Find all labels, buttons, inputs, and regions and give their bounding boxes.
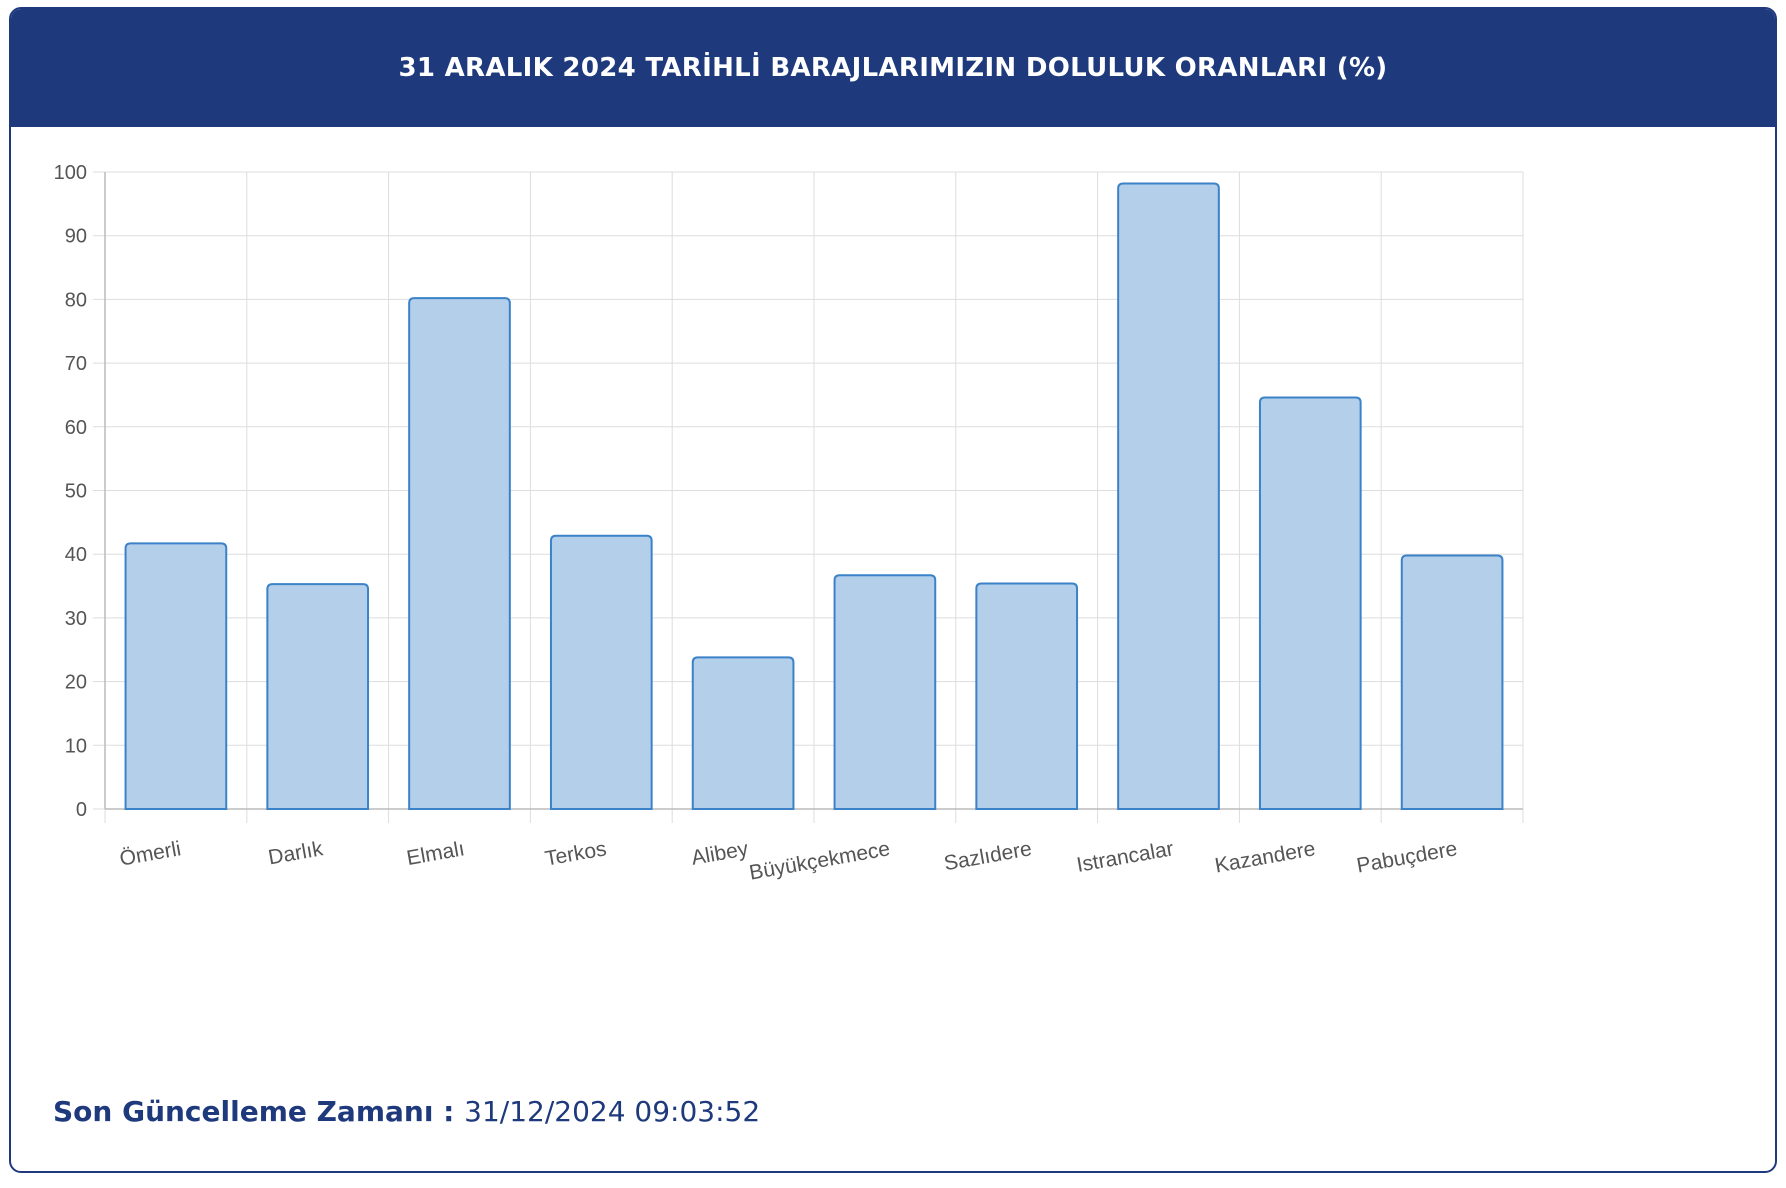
y-tick-label: 10	[65, 735, 87, 757]
chart-area: 0 10 20 30 40 50 60 70 80 90 100 Ömerli Darlık Elmalı…	[11, 127, 1775, 1057]
bar	[266, 583, 370, 810]
bar	[549, 534, 653, 810]
chart-title: 31 ARALIK 2024 TARİHLİ BARAJLARIMIZIN DO…	[398, 53, 1388, 83]
x-tick-label: Pabuçdere	[1355, 837, 1459, 877]
last-update-separator: :	[433, 1095, 465, 1128]
x-tick-label: Ömerli	[118, 837, 183, 870]
bar	[975, 582, 1079, 810]
y-tick-label: 50	[65, 481, 87, 503]
last-update: Son Güncelleme Zamanı : 31/12/2024 09:03…	[53, 1095, 760, 1128]
x-tick-label: Büyükçekmece	[748, 837, 892, 884]
y-tick-label: 90	[65, 226, 87, 248]
x-tick-label: Kazandere	[1213, 837, 1317, 877]
bar-chart: 0 10 20 30 40 50 60 70 80 90 100 Ömerli Darlık Elmalı…	[54, 162, 1524, 885]
y-tick-label: 70	[65, 353, 87, 375]
x-tick-label: Darlık	[267, 837, 325, 869]
last-update-label: Son Güncelleme Zamanı	[53, 1095, 434, 1128]
x-tick-label: Istrancalar	[1075, 837, 1176, 877]
y-tick-label: 0	[76, 799, 87, 821]
card-header: 31 ARALIK 2024 TARİHLİ BARAJLARIMIZIN DO…	[11, 9, 1775, 127]
y-tick-label: 30	[65, 608, 87, 630]
y-tick-label: 80	[65, 289, 87, 311]
bar	[408, 297, 511, 810]
chart-card: 31 ARALIK 2024 TARİHLİ BARAJLARIMIZIN DO…	[9, 7, 1777, 1173]
bar	[1117, 182, 1220, 810]
bar	[1400, 554, 1504, 810]
bar	[1258, 396, 1362, 810]
x-tick-label: Terkos	[543, 837, 608, 870]
bar	[833, 574, 937, 810]
last-update-value: 31/12/2024 09:03:52	[464, 1095, 761, 1128]
y-tick-label: 20	[65, 672, 87, 694]
x-tick-label: Sazlıdere	[942, 837, 1033, 875]
y-tick-label: 100	[54, 162, 87, 184]
y-tick-label: 40	[65, 544, 87, 566]
bar	[691, 656, 795, 810]
y-tick-label: 60	[65, 417, 87, 439]
x-tick-label: Elmalı	[405, 837, 466, 870]
bar	[124, 542, 228, 810]
x-tick-label: Alibey	[690, 837, 751, 870]
